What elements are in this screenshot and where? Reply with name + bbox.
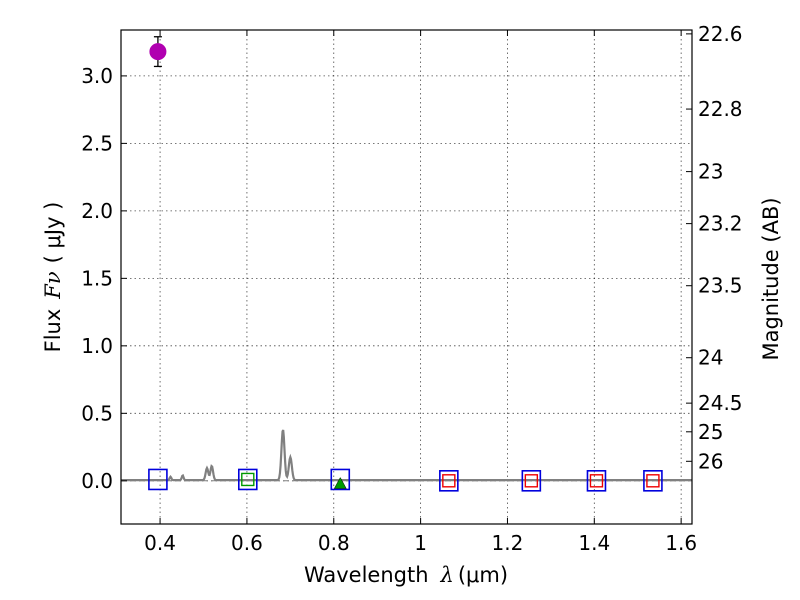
y-tick-label: 1.0 [81,334,113,358]
y-tick-label: 0.0 [81,469,113,493]
photometry-mark [524,474,539,488]
mag-tick-label: 25 [698,420,723,444]
mag-tick-label: 23 [698,160,723,184]
model-flux-square [586,470,607,492]
model-flux-square [439,470,459,492]
measured-flux-point [149,43,167,61]
upper-limit-marker [333,476,347,489]
y-tick-label: 2.0 [81,199,113,223]
mag-tick-label: 26 [698,449,723,473]
x-axis-unit: (μm) [458,563,508,587]
mag-tick-label: 23.2 [698,212,743,236]
y-tick-label: 2.5 [81,131,113,155]
y2-axis-label: Magnitude (AB) [759,197,783,360]
model-flux-square [643,470,663,492]
model-spectrum [121,429,692,482]
photometry-mark [589,474,604,488]
photometry-mark [646,474,660,488]
model-flux-square [521,470,542,492]
y-tick-label: 3.0 [81,64,113,88]
mag-tick-label: 24 [698,346,723,370]
x-tick-label: 1 [414,531,427,555]
x-axis-label: Wavelength λ (μm) [304,563,508,587]
mag-tick-label: 22.6 [698,22,743,46]
y-axis-label-text: Flux [41,309,65,353]
x-tick-label: 1.2 [492,531,524,555]
y-tick-label: 0.5 [81,401,113,425]
x-axis-label-text: Wavelength [304,563,429,587]
model-flux-square [237,468,258,491]
x-tick-label: 1.4 [578,531,610,555]
mag-tick-label: 23.5 [698,274,743,298]
y-axis-symbol: Fν [41,271,65,300]
x-tick-label: 0.4 [144,531,176,555]
model-flux-square [330,468,351,491]
mag-tick-label: 22.8 [698,97,743,121]
marker-layer [148,36,663,492]
model-flux-square [148,468,168,491]
photometry-mark [241,472,255,487]
tick-layer: 0.4 0.6 0.8 1 1.2 1.4 1.6 0.0 0.5 1.0 1.5 2.0 2.5 3.0… [81,22,742,555]
mag-tick-label: 24.5 [698,391,743,415]
y-axis-label: Flux Fν ( μJy ) [41,202,65,353]
y-tick-label: 1.5 [81,266,113,290]
plot-frame [120,29,693,525]
x-tick-label: 0.6 [231,531,263,555]
x-tick-label: 1.6 [665,531,697,555]
spectrum-layer [121,429,692,482]
y-axis-unit: ( μJy ) [41,202,65,264]
photometry-mark [442,474,456,488]
x-tick-label: 0.8 [318,531,350,555]
x-axis-symbol: λ [440,563,454,587]
